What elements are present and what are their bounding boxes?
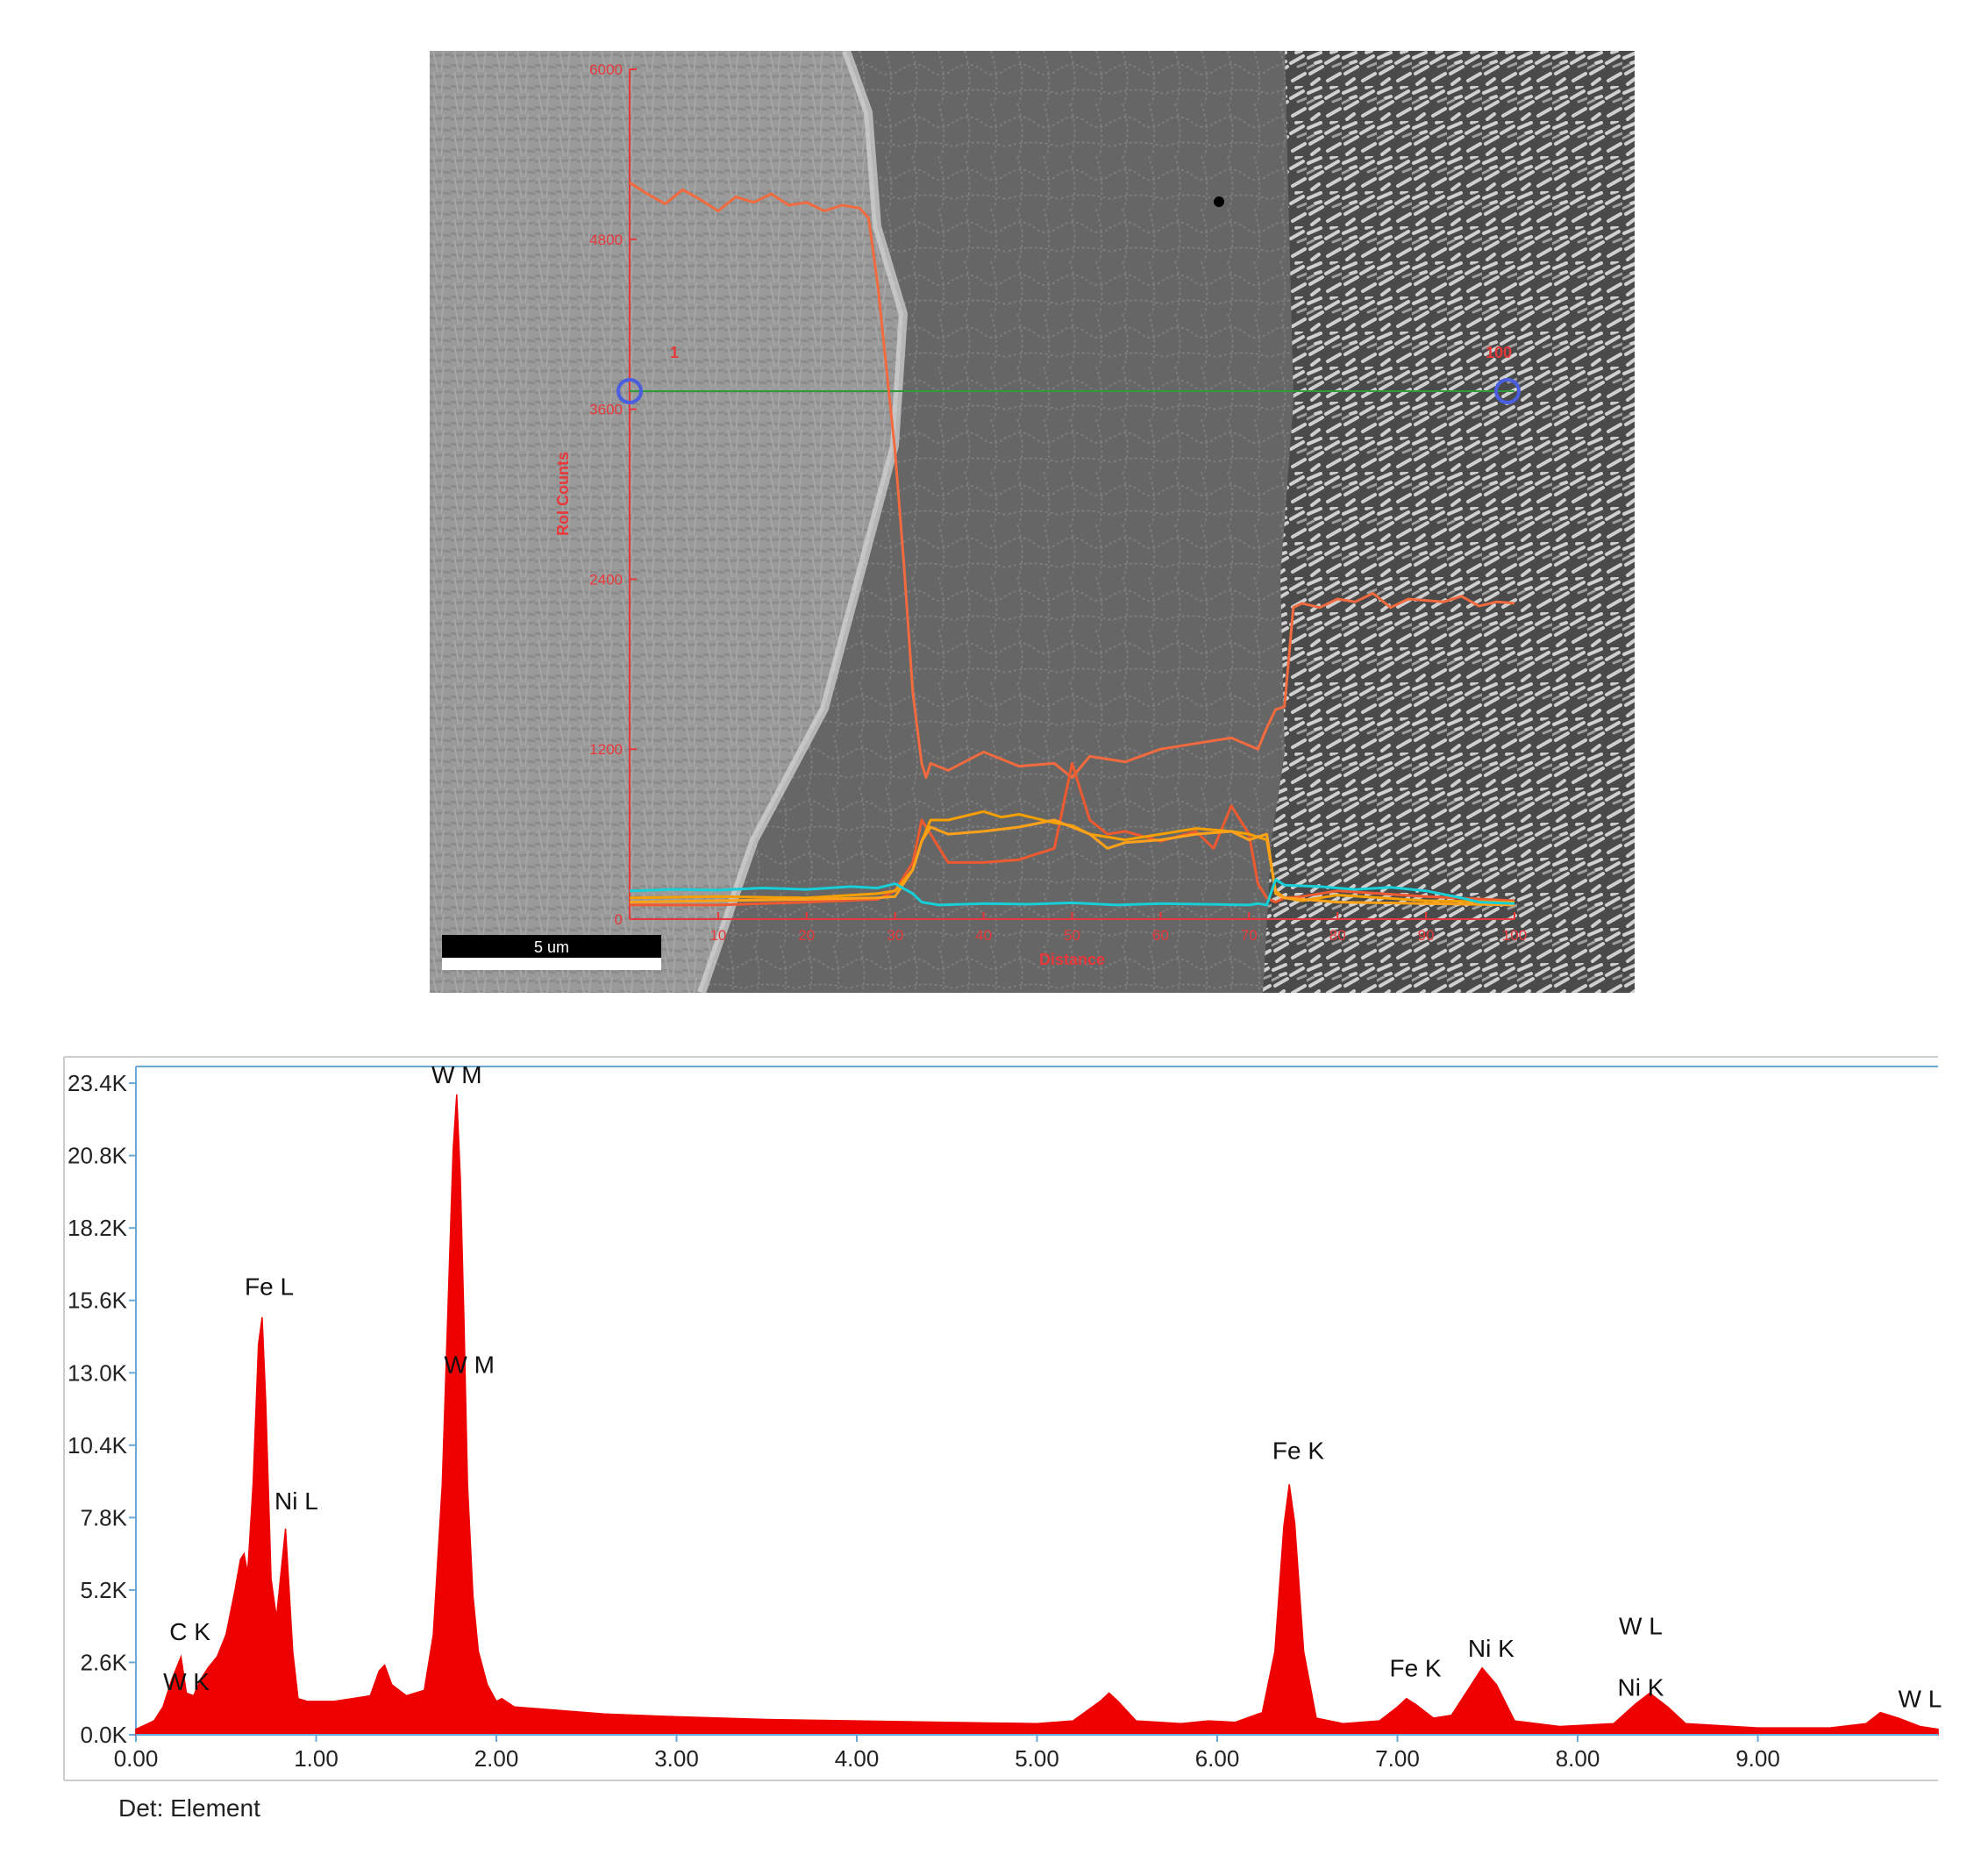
eds-peak-label: Fe K [1272,1437,1324,1465]
eds-y-tick-label: 7.8K [81,1504,128,1530]
scale-bar [442,935,661,958]
eds-y-tick-label: 5.2K [81,1577,128,1603]
linescan-plot: 0 1200 2400 3600 4800 6000 10 20 30 40 50 60 70 80 90 1… [554,61,1527,968]
linescan-x-tick-label: 20 [798,927,815,944]
linescan-x-tick-label: 80 [1329,927,1346,944]
scan-start-marker [616,378,643,404]
linescan-y-tick-label: 2400 [589,571,623,588]
linescan-x-tick-label: 70 [1241,927,1258,944]
eds-x-tick-label: 5.00 [1015,1745,1059,1772]
eds-spectrum-area [135,1094,1939,1736]
eds-peak-label: Ni K [1617,1674,1664,1701]
eds-x-tick-label: 6.00 [1195,1745,1240,1772]
linescan-y-tick-label: 3600 [589,402,623,418]
eds-peak-label: Fe L [245,1273,294,1300]
scale-bar-label: 5 um [534,938,569,956]
linescan-series-5 [629,878,1515,907]
detector-label: Det: Element [118,1794,260,1822]
scan-end-marker [1494,378,1521,404]
linescan-x-tick-label: 40 [975,927,992,944]
linescan-x-tick-label: 30 [887,927,903,944]
eds-peak-label: Ni L [274,1487,318,1515]
eds-x-tick-label: 0.00 [114,1745,159,1772]
sem-region-left [430,51,903,993]
eds-peak-label: W M [444,1351,495,1378]
eds-y-tick-label: 13.0K [68,1359,128,1386]
eds-y-tick-label: 15.6K [68,1288,128,1314]
linescan-x-tick-label: 10 [709,927,726,944]
linescan-y-tick-label: 6000 [589,61,623,78]
eds-y-tick-label: 10.4K [68,1432,128,1459]
linescan-y-tick-label: 1200 [589,741,623,758]
eds-peak-label: Fe K [1389,1654,1441,1681]
linescan-y-axis-label: RoI Counts [554,452,572,536]
eds-peak-label: W M [431,1061,482,1088]
eds-x-tick-label: 4.00 [835,1745,880,1772]
linescan-x-tick-label: 100 [1502,927,1527,944]
eds-y-tick-label: 23.4K [68,1070,128,1096]
eds-peak-label: Ni K [1468,1635,1514,1662]
scan-end-label: 100 [1486,344,1512,361]
eds-x-tick-label: 3.00 [654,1745,699,1772]
linescan-x-tick-label: 60 [1152,927,1169,944]
sem-particle [1214,196,1224,207]
eds-peak-label: C K [169,1618,210,1645]
sem-region-right [1263,51,1635,993]
eds-peak-label: W K [163,1668,210,1695]
linescan-series-2 [630,761,1515,907]
sem-linescan-figure: 0 1200 2400 3600 4800 6000 10 20 30 40 50 60 70 80 90 1… [430,51,1635,993]
eds-peak-label: W L [1619,1613,1663,1640]
eds-x-tick-label: 2.00 [474,1745,519,1772]
linescan-x-axis-label: Distance [1039,951,1105,968]
scan-start-label: 1 [670,344,679,361]
sem-region-boundary [697,51,909,993]
linescan-series-4 [629,818,1515,907]
linescan-series-1 [629,181,1515,779]
eds-x-tick-label: 1.00 [294,1745,339,1772]
eds-y-tick-label: 0.0K [81,1722,128,1748]
eds-x-tick-label: 7.00 [1375,1745,1420,1772]
eds-spectrum-figure: 0.0K 2.6K 5.2K 7.8K 10.4K 13.0K 15.6K 18.2K 20.8… [63,1056,1942,1781]
linescan-x-tick-label: 90 [1418,927,1435,944]
linescan-x-tick-label: 50 [1064,927,1080,944]
linescan-y-tick-label: 4800 [589,232,623,248]
eds-x-tick-label: 8.00 [1556,1745,1600,1772]
eds-spectrum-plot: 0.0K 2.6K 5.2K 7.8K 10.4K 13.0K 15.6K 18.2K 20.8… [68,1061,1942,1772]
eds-peak-label: W L [1899,1685,1942,1712]
linescan-y-tick-label: 0 [615,911,623,928]
eds-y-tick-label: 2.6K [81,1649,128,1675]
eds-x-tick-label: 9.00 [1735,1745,1780,1772]
eds-y-tick-label: 20.8K [68,1143,128,1169]
eds-y-tick-label: 18.2K [68,1215,128,1241]
